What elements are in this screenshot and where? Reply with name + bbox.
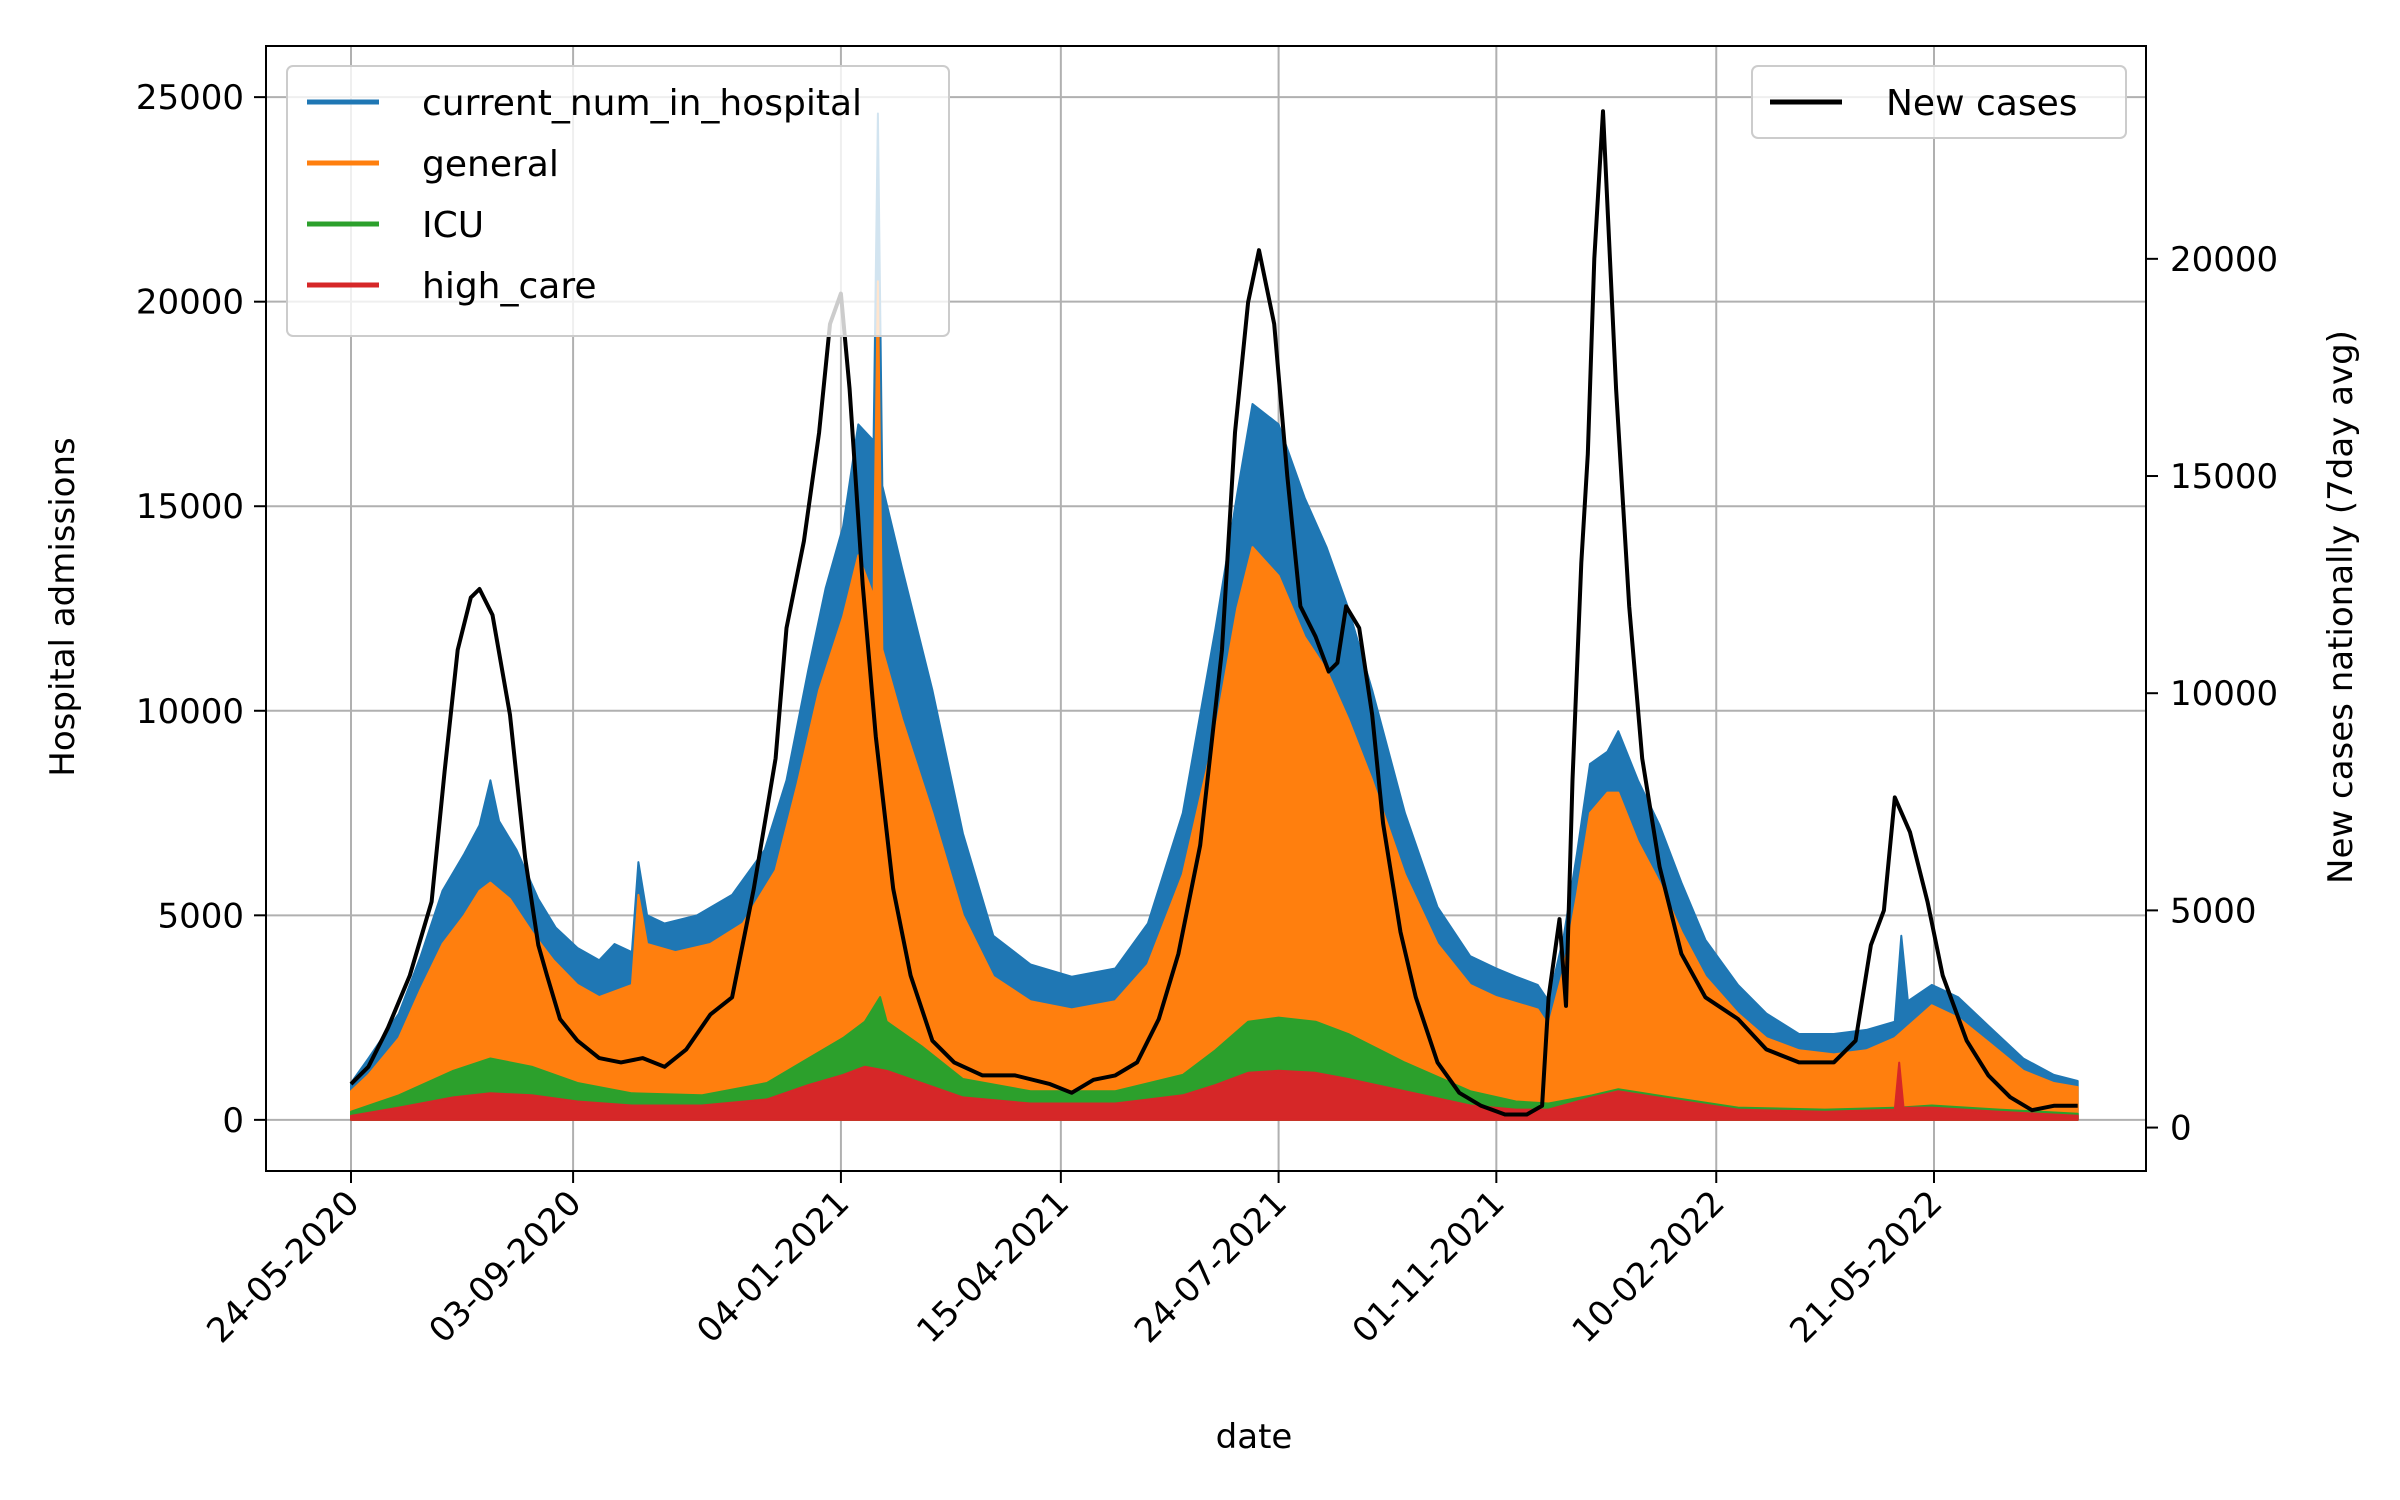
y-tick-label: 10000 [136, 692, 244, 732]
y2-tick-label: 15000 [2170, 457, 2278, 497]
area-series-layer [350, 112, 2079, 1121]
y-tick-label: 15000 [136, 487, 244, 527]
y-axis-left: 0 5000 10000 15000 20000 25000 [136, 78, 266, 1141]
y2-tick-label: 20000 [2170, 240, 2278, 280]
legend-label: current_num_in_hospital [422, 83, 862, 124]
y-tick-label: 0 [222, 1101, 244, 1141]
y-axis-right: 0 5000 10000 15000 20000 [2146, 240, 2278, 1149]
y2-tick-label: 0 [2170, 1109, 2192, 1149]
legend-label: general [422, 144, 559, 185]
x-axis-title: date [1216, 1417, 1293, 1457]
y2-tick-label: 10000 [2170, 674, 2278, 714]
y-tick-label: 5000 [157, 896, 244, 936]
y-tick-label: 20000 [136, 283, 244, 323]
series-area-general [350, 280, 2079, 1121]
y-tick-label: 25000 [136, 78, 244, 118]
series-line-new-cases [349, 109, 2078, 1117]
series-area-high_care [350, 1061, 2079, 1121]
legend-label: high_care [422, 266, 597, 307]
line-series-layer [349, 109, 2078, 1117]
y2-axis-title: New cases nationally (7day avg) [2321, 330, 2361, 884]
legend-label: New cases [1886, 83, 2077, 124]
plot-frame [265, 45, 2147, 1172]
legend-label: ICU [422, 205, 484, 246]
series-area-ICU [350, 996, 2079, 1121]
legend-box [1751, 65, 2127, 139]
legend-new-cases: New cases [1751, 65, 2127, 139]
y2-tick-label: 5000 [2170, 891, 2257, 931]
y-axis-title: Hospital admissions [43, 437, 83, 776]
legend-box [286, 65, 950, 337]
